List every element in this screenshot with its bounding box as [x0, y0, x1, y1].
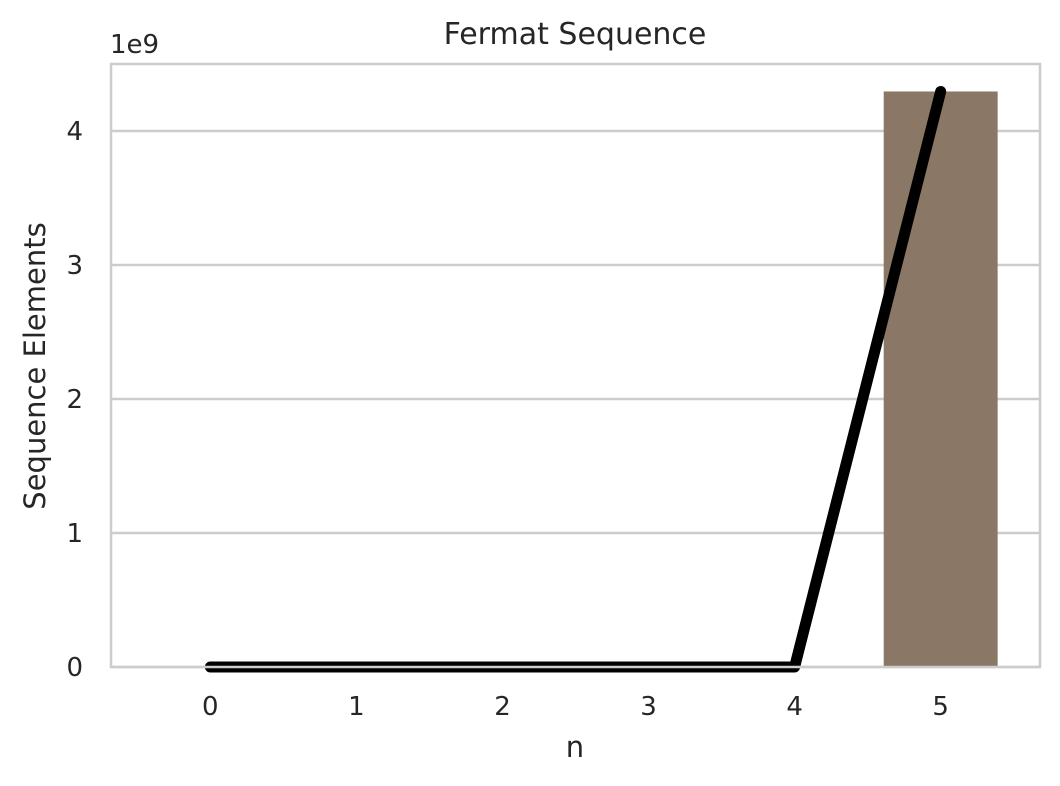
- x-tick-labels: 0 1 2 3 4 5: [202, 692, 949, 722]
- chart-title: Fermat Sequence: [444, 17, 707, 52]
- y-tick-label-4: 4: [66, 117, 83, 147]
- bars: [591, 91, 998, 668]
- y-axis-label: Sequence Elements: [18, 222, 52, 509]
- line-series-path: [204, 85, 947, 673]
- x-tick-label-0: 0: [202, 692, 219, 722]
- y-tick-label-2: 2: [66, 385, 83, 415]
- bar-5: [883, 91, 998, 668]
- y-tick-label-3: 3: [66, 251, 83, 281]
- x-tick-label-4: 4: [786, 692, 803, 722]
- x-tick-label-3: 3: [640, 692, 657, 722]
- plot-frame: [109, 62, 1042, 669]
- y-tick-labels: 0 1 2 3 4: [66, 117, 83, 683]
- line-series: [204, 85, 947, 673]
- x-tick-label-2: 2: [494, 692, 511, 722]
- x-tick-label-5: 5: [932, 692, 949, 722]
- y-axis-offset-label: 1e9: [110, 30, 159, 60]
- x-axis-label: n: [566, 730, 584, 764]
- y-tick-label-0: 0: [66, 653, 83, 683]
- x-tick-label-1: 1: [348, 692, 365, 722]
- y-tick-label-1: 1: [66, 519, 83, 549]
